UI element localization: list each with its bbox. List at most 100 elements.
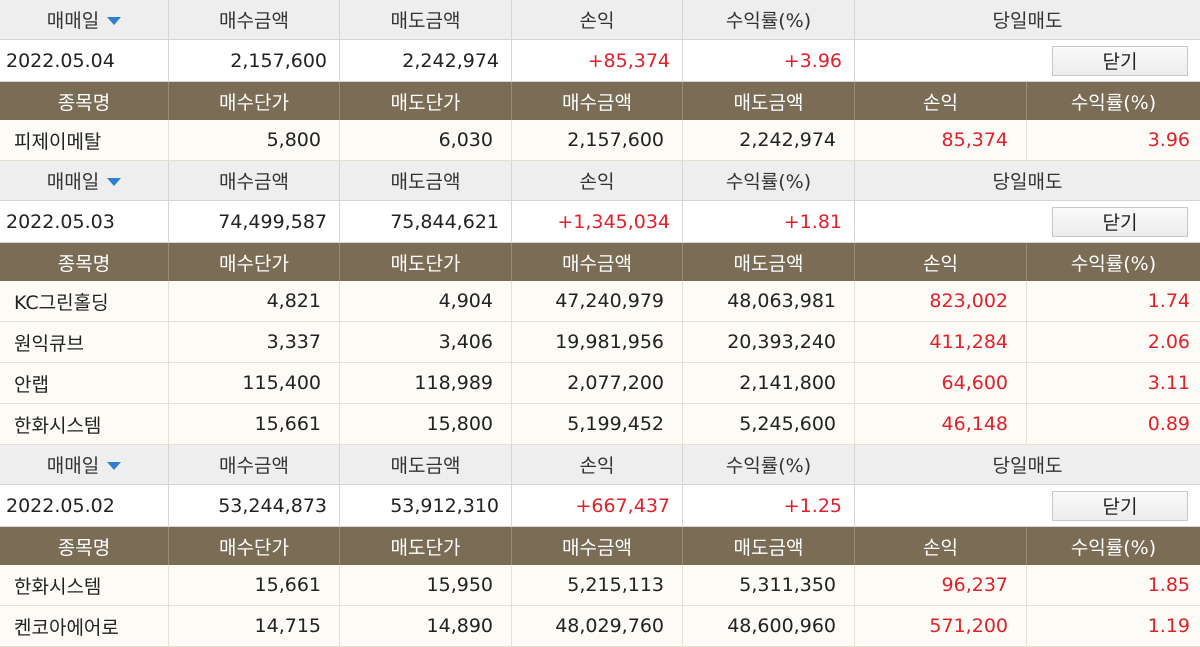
daily-buy-amount: 53,244,873 (169, 485, 340, 526)
stock-return-rate-header: 수익률(%) (1070, 91, 1157, 114)
stock-header-row: 종목명 매수단가 매도단가 매수금액 매도금액 손익 수익률(%) (0, 527, 1200, 565)
buy-price-header: 매수단가 (169, 243, 340, 281)
daily-profit: +667,437 (512, 485, 683, 526)
sell-amount-header: 매도금액 (340, 0, 512, 39)
daily-sell-amount: 2,242,974 (340, 40, 512, 81)
stock-profit-header: 손익 (855, 82, 1027, 120)
sell-amount-header: 매도금액 (340, 445, 512, 484)
daily-summary-row: 2022.05.03 74,499,587 75,844,621 +1,345,… (0, 201, 1200, 243)
stock-return-rate: 1.85 (1147, 574, 1190, 596)
trade-date: 2022.05.02 (0, 485, 169, 526)
chevron-down-icon[interactable] (107, 461, 122, 470)
stock-profit: 64,600 (855, 363, 1027, 403)
close-button-cell: 닫기 (855, 485, 1200, 526)
stock-row[interactable]: KC그린홀딩 4,821 4,904 47,240,979 48,063,981… (0, 281, 1200, 322)
sell-price: 15,950 (340, 565, 512, 605)
close-button[interactable]: 닫기 (1052, 490, 1188, 521)
stock-sell-amount: 2,242,974 (683, 120, 855, 160)
same-day-sell-header: 당일매도 (992, 455, 1063, 477)
sell-price: 4,904 (340, 281, 512, 321)
buy-amount-header: 매수금액 (169, 445, 340, 484)
buy-price: 5,800 (169, 120, 340, 160)
buy-price: 4,821 (169, 281, 340, 321)
stock-buy-amount: 5,215,113 (512, 565, 683, 605)
profit-header: 손익 (512, 445, 683, 484)
stock-buy-amount: 2,077,200 (512, 363, 683, 403)
sell-amount-header: 매도금액 (340, 161, 512, 200)
sell-price: 15,800 (340, 404, 512, 444)
stock-profit: 96,237 (855, 565, 1027, 605)
close-button-cell: 닫기 (855, 40, 1200, 81)
stock-row[interactable]: 원익큐브 3,337 3,406 19,981,956 20,393,240 4… (0, 322, 1200, 363)
date-sort-header[interactable]: 매매일 (0, 0, 169, 39)
stock-sell-amount: 20,393,240 (683, 322, 855, 362)
stock-profit: 823,002 (855, 281, 1027, 321)
stock-row[interactable]: 한화시스템 15,661 15,800 5,199,452 5,245,600 … (0, 404, 1200, 445)
date-sort-header[interactable]: 매매일 (0, 161, 169, 200)
chevron-down-icon[interactable] (107, 16, 122, 25)
same-day-sell-header: 당일매도 (992, 10, 1063, 32)
stock-return-rate: 1.74 (1147, 290, 1190, 312)
stock-row[interactable]: 켄코아에어로 14,715 14,890 48,029,760 48,600,9… (0, 606, 1200, 647)
profit-header: 손익 (512, 0, 683, 39)
stock-row[interactable]: 피제이메탈 5,800 6,030 2,157,600 2,242,974 85… (0, 120, 1200, 161)
return-rate-header: 수익률(%) (683, 161, 855, 200)
stock-name: 한화시스템 (0, 565, 169, 605)
stock-name: 한화시스템 (0, 404, 169, 444)
stock-buy-amount: 19,981,956 (512, 322, 683, 362)
stock-sell-amount-header: 매도금액 (683, 82, 855, 120)
daily-return-rate: +1.81 (683, 201, 855, 242)
daily-return-rate: +1.25 (683, 485, 855, 526)
stock-name-header: 종목명 (0, 527, 169, 565)
stock-name: KC그린홀딩 (0, 281, 169, 321)
stock-row[interactable]: 안랩 115,400 118,989 2,077,200 2,141,800 6… (0, 363, 1200, 404)
return-rate-header: 수익률(%) (683, 445, 855, 484)
stock-buy-amount: 5,199,452 (512, 404, 683, 444)
stock-name: 켄코아에어로 (0, 606, 169, 646)
buy-price: 15,661 (169, 565, 340, 605)
stock-return-rate-header: 수익률(%) (1070, 252, 1157, 275)
stock-row[interactable]: 한화시스템 15,661 15,950 5,215,113 5,311,350 … (0, 565, 1200, 606)
stock-name-header: 종목명 (0, 82, 169, 120)
stock-name: 피제이메탈 (0, 120, 169, 160)
stock-return-rate: 0.89 (1147, 413, 1190, 435)
sell-price: 14,890 (340, 606, 512, 646)
chevron-down-icon[interactable] (107, 177, 122, 186)
stock-buy-amount-header: 매수금액 (512, 527, 683, 565)
stock-sell-amount: 5,311,350 (683, 565, 855, 605)
stock-profit: 46,148 (855, 404, 1027, 444)
stock-profit: 411,284 (855, 322, 1027, 362)
buy-price-header: 매수단가 (169, 82, 340, 120)
buy-price: 14,715 (169, 606, 340, 646)
buy-price: 15,661 (169, 404, 340, 444)
stock-profit: 571,200 (855, 606, 1027, 646)
stock-name: 원익큐브 (0, 322, 169, 362)
sell-price: 118,989 (340, 363, 512, 403)
sell-price: 3,406 (340, 322, 512, 362)
daily-header-row: 매매일 매수금액 매도금액 손익 수익률(%) 당일매도 (0, 0, 1200, 40)
stock-name: 안랩 (0, 363, 169, 403)
stock-return-rate: 3.96 (1147, 129, 1190, 151)
stock-buy-amount-header: 매수금액 (512, 82, 683, 120)
stock-buy-amount: 2,157,600 (512, 120, 683, 160)
trade-date: 2022.05.04 (0, 40, 169, 81)
stock-name-header: 종목명 (0, 243, 169, 281)
stock-buy-amount: 48,029,760 (512, 606, 683, 646)
stock-sell-amount: 48,063,981 (683, 281, 855, 321)
stock-sell-amount: 5,245,600 (683, 404, 855, 444)
close-button[interactable]: 닫기 (1052, 45, 1188, 76)
buy-price-header: 매수단가 (169, 527, 340, 565)
daily-return-rate: +3.96 (683, 40, 855, 81)
stock-buy-amount-header: 매수금액 (512, 243, 683, 281)
buy-price: 3,337 (169, 322, 340, 362)
close-button[interactable]: 닫기 (1052, 206, 1188, 237)
close-button-cell: 닫기 (855, 201, 1200, 242)
buy-price: 115,400 (169, 363, 340, 403)
daily-summary-row: 2022.05.04 2,157,600 2,242,974 +85,374 +… (0, 40, 1200, 82)
profit-header: 손익 (512, 161, 683, 200)
date-sort-header[interactable]: 매매일 (0, 445, 169, 484)
daily-buy-amount: 2,157,600 (169, 40, 340, 81)
stock-sell-amount-header: 매도금액 (683, 243, 855, 281)
sell-price-header: 매도단가 (340, 82, 512, 120)
